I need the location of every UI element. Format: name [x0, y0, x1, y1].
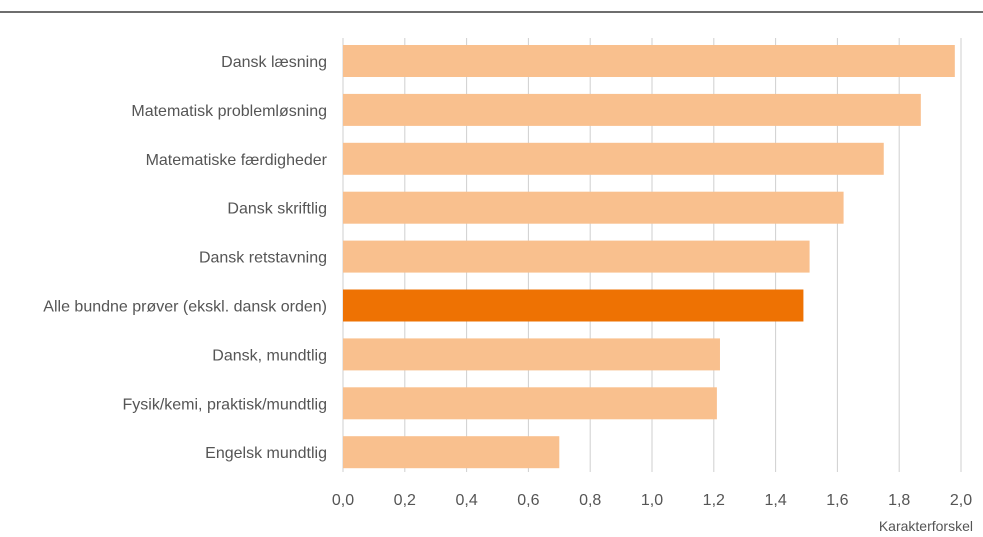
category-labels: Dansk læsning Matematisk problemløsning Ma… [43, 54, 327, 462]
x-tick-label: 1,6 [826, 492, 848, 509]
category-label: Engelsk mundtlig [205, 445, 327, 462]
category-label: Dansk skriftlig [227, 201, 327, 218]
category-label: Alle bundne prøver (ekskl. dansk orden) [43, 299, 327, 316]
bar [343, 45, 955, 77]
bar [343, 191, 844, 224]
bar [343, 289, 804, 322]
category-label: Dansk, mundtlig [212, 347, 327, 364]
bar [343, 142, 884, 175]
bar [343, 436, 560, 469]
x-tick-label: 0,6 [517, 492, 539, 509]
x-tick-label: 1,0 [641, 492, 663, 509]
x-tick-label: 1,4 [764, 492, 786, 509]
bar [343, 338, 720, 371]
bars [343, 45, 955, 469]
category-label: Dansk læsning [221, 54, 327, 71]
x-tick-label: 2,0 [950, 492, 972, 509]
tick-labels: 0,0 0,2 0,4 0,6 0,8 1,0 1,2 1,4 1,6 1,8 2,0 [332, 492, 972, 509]
category-label: Matematisk problemløsning [131, 103, 327, 120]
x-tick-label: 0,2 [394, 492, 416, 509]
category-label: Matematiske færdigheder [146, 152, 328, 169]
x-tick-label: 0,8 [579, 492, 601, 509]
bar [343, 387, 717, 420]
x-tick-label: 1,2 [703, 492, 725, 509]
top-rule [0, 11, 983, 13]
x-tick-label: 1,8 [888, 492, 910, 509]
x-axis-title: Karakterforskel [879, 518, 973, 534]
bar [343, 93, 921, 126]
bar [343, 240, 810, 273]
category-label: Fysik/kemi, praktisk/mundtlig [123, 396, 328, 413]
x-tick-label: 0,0 [332, 492, 354, 509]
category-label: Dansk retstavning [199, 250, 327, 267]
x-tick-label: 0,4 [455, 492, 477, 509]
